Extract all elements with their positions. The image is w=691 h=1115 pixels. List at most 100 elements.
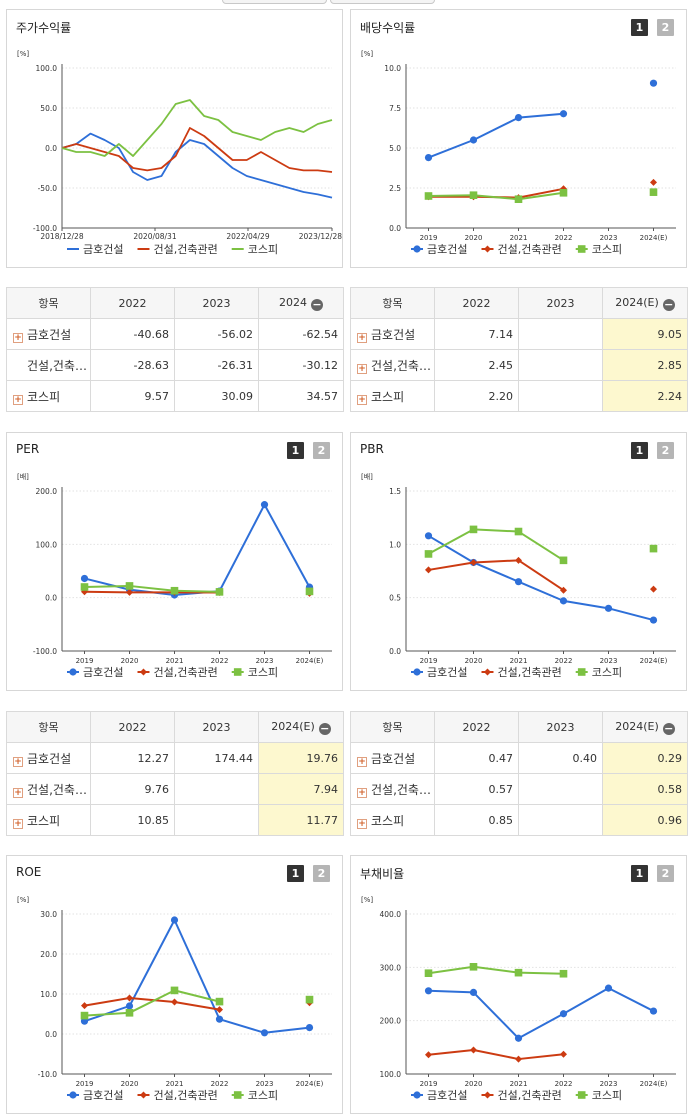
period-button-2[interactable]: 2	[313, 442, 330, 459]
table-cell	[518, 349, 603, 381]
column-header: 2023	[518, 711, 603, 743]
panel-debt-ratio: 부채비율 1 2 [%] 400.0 300.0 200.0 100.0 2019 2020…	[350, 855, 687, 1114]
top-control-right[interactable]	[330, 0, 435, 4]
legend-label: 건설,건축관련	[497, 666, 561, 679]
row-name-label: 코스피	[371, 389, 405, 404]
stock-return-table: 항목 2022 2023 2024− + 금호건설 -40.68 -56.02 -62.54 건설…	[6, 287, 344, 412]
x-tick-label: 2019	[76, 657, 94, 665]
expand-plus-icon[interactable]: +	[13, 756, 23, 767]
column-header: 2022	[434, 711, 519, 743]
series-point-1	[425, 1051, 432, 1059]
table-cell: 11.77	[258, 804, 344, 836]
x-tick-label: 2021	[166, 1080, 184, 1088]
x-tick-label: 2019	[76, 1080, 94, 1088]
period-button-1[interactable]: 1	[287, 865, 304, 882]
table-cell: -30.12	[258, 349, 344, 381]
row-name-label: 건설,건축…	[371, 358, 431, 373]
column-header-label: 2024(E)	[615, 719, 659, 733]
period-button-1[interactable]: 1	[631, 865, 648, 882]
table-cell: 2.20	[434, 380, 519, 412]
column-header-label: 2023	[202, 296, 231, 310]
table-cell: 7.94	[258, 773, 344, 805]
collapse-icon[interactable]: −	[318, 721, 331, 735]
table-cell: 9.57	[90, 380, 175, 412]
table-cell: 19.76	[258, 742, 344, 774]
x-tick-label: 2022	[555, 657, 573, 665]
collapse-icon[interactable]: −	[662, 721, 675, 735]
series-line-2	[428, 528, 565, 562]
legend-label: 금호건설	[83, 243, 123, 256]
period-button-1[interactable]: 1	[631, 19, 648, 36]
panel-title: ROE	[16, 865, 42, 879]
table-cell	[518, 318, 603, 350]
x-tick-label: 2024(E)	[640, 234, 668, 242]
series-line-1	[84, 590, 220, 594]
row-name-cell: + 코스피	[6, 804, 91, 836]
row-name-cell: + 금호건설	[6, 318, 91, 350]
x-tick-label: 2024(E)	[640, 1080, 668, 1088]
x-tick-label: 2020/08/31	[133, 232, 176, 241]
y-tick-label: 20.0	[40, 950, 57, 959]
x-tick-label: 2023	[256, 1080, 274, 1088]
expand-plus-icon[interactable]: +	[357, 394, 367, 405]
expand-plus-icon[interactable]: +	[357, 787, 367, 798]
y-tick-label: 30.0	[40, 910, 57, 919]
expand-plus-icon[interactable]: +	[13, 332, 23, 343]
top-control-left[interactable]	[222, 0, 327, 4]
legend-marker	[69, 668, 77, 676]
table-cell: 9.76	[90, 773, 175, 805]
dividend-table: 항목 2022 2023 2024(E) − + 금호건설 7.14 9.05 + 건설,건축… 2.…	[350, 287, 688, 412]
table-cell: -26.31	[174, 349, 259, 381]
expand-plus-icon[interactable]: +	[13, 818, 23, 829]
legend-marker	[577, 1091, 586, 1099]
x-tick-label: 2021	[510, 234, 528, 242]
table-cell: 2.45	[434, 349, 519, 381]
series-line-0	[428, 112, 564, 159]
panel-title: PER	[16, 442, 40, 456]
legend-label: 코스피	[592, 243, 622, 256]
panel-dividend: 배당수익률 1 2 [%] 10.0 7.5 5.0 2.5 0.0 2019 2020 202…	[350, 9, 687, 268]
series-point-2	[424, 550, 433, 558]
period-button-2[interactable]: 2	[313, 865, 330, 882]
expand-plus-icon[interactable]: +	[357, 756, 367, 767]
legend-marker	[413, 245, 421, 253]
expand-plus-icon[interactable]: +	[13, 787, 23, 798]
series-point-1	[81, 588, 88, 596]
column-header-label: 항목	[382, 721, 403, 734]
collapse-icon[interactable]: −	[311, 297, 323, 311]
period-button-1[interactable]: 1	[631, 442, 648, 459]
legend-marker	[483, 668, 491, 676]
expand-plus-icon[interactable]: +	[357, 818, 367, 829]
column-header: 2022	[90, 287, 175, 319]
table-cell: -40.68	[90, 318, 175, 350]
column-header-label: 항목	[38, 721, 59, 734]
x-tick-label: 2023/12/28	[299, 232, 342, 241]
legend-label: 건설,건축관련	[153, 1089, 217, 1102]
period-button-1[interactable]: 1	[287, 442, 304, 459]
row-name-label: 금호건설	[371, 327, 416, 342]
row-name-label: 금호건설	[27, 751, 72, 766]
x-tick-label: 2023	[600, 1080, 618, 1088]
x-tick-label: 2024(E)	[296, 657, 324, 665]
expand-plus-icon[interactable]: +	[357, 363, 367, 374]
column-header: 2023	[174, 711, 259, 743]
table-cell: 0.58	[602, 773, 688, 805]
x-tick-label: 2020	[465, 657, 483, 665]
period-button-2[interactable]: 2	[657, 19, 674, 36]
x-tick-label: 2024(E)	[640, 657, 668, 665]
table-row: + 금호건설 0.47 0.40 0.29	[350, 742, 688, 774]
series-line-1	[61, 127, 333, 173]
table-header-row: 항목 2022 2023 2024(E) −	[6, 711, 344, 743]
table-row: + 코스피 9.57 30.09 34.57	[6, 380, 344, 412]
expand-plus-icon[interactable]: +	[357, 332, 367, 343]
column-header: 2024−	[258, 287, 344, 319]
table-row: + 금호건설 -40.68 -56.02 -62.54	[6, 318, 344, 350]
expand-plus-icon[interactable]: +	[13, 394, 23, 405]
period-button-2[interactable]: 2	[657, 442, 674, 459]
column-header: 2024(E) −	[258, 711, 344, 743]
collapse-icon[interactable]: −	[662, 297, 675, 311]
table-cell: 0.96	[602, 804, 688, 836]
y-tick-label: 1.0	[389, 540, 401, 549]
period-button-2[interactable]: 2	[657, 865, 674, 882]
y-tick-label: 7.5	[389, 104, 401, 113]
